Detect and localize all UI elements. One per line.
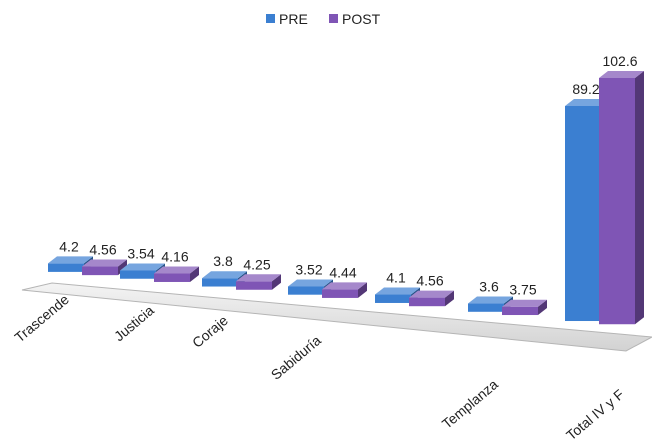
bar-post-4-top [409, 290, 454, 298]
data-label-post-3: 4.44 [329, 264, 356, 280]
bar-pre-3-top [288, 279, 333, 287]
bar-post-3-top [322, 282, 367, 290]
bar-post-0 [82, 266, 118, 276]
data-label-post-2: 4.25 [243, 256, 270, 272]
bar-post-4 [409, 297, 445, 307]
bar-post-1-side [190, 266, 199, 282]
bar-pre-1-top [120, 263, 165, 271]
data-label-post-6: 102.6 [602, 53, 637, 69]
bar-pre-5 [468, 303, 504, 312]
bars-layer [48, 71, 644, 325]
bar-pre-1 [120, 270, 156, 279]
data-label-pre-3: 3.52 [295, 261, 322, 277]
data-label-post-5: 3.75 [509, 282, 536, 298]
bar-pre-0 [48, 263, 84, 272]
data-label-post-0: 4.56 [89, 242, 116, 258]
bar-post-5 [502, 306, 538, 316]
bar-post-2-top [236, 274, 281, 282]
bar-post-3-side [358, 282, 367, 298]
bar-post-2-side [272, 274, 281, 290]
chart-floor [21, 282, 652, 352]
bar-pre-5-top [468, 296, 513, 304]
data-label-pre-2: 3.8 [213, 253, 233, 269]
category-label-2: Coraje [189, 312, 231, 351]
bar-post-5-top [502, 299, 547, 307]
bar-pre-6 [565, 106, 601, 322]
bar-post-3 [322, 289, 358, 298]
bar-post-2 [236, 281, 272, 290]
data-label-pre-0: 4.2 [59, 238, 79, 254]
legend-label-post: POST [342, 11, 381, 27]
bar-post-6-side [635, 71, 644, 325]
bar-pre-4 [375, 294, 411, 303]
category-label-1: Justicia [111, 302, 157, 344]
bar-post-0-top [82, 259, 127, 267]
bar-pre-2-top [202, 271, 247, 279]
data-label-post-4: 4.56 [416, 273, 443, 289]
bar-post-1-top [154, 266, 199, 274]
bar-pre-0-top [48, 256, 93, 264]
data-label-pre-5: 3.6 [479, 279, 499, 295]
data-label-post-1: 4.16 [161, 249, 188, 265]
bar-post-6-top [599, 71, 644, 78]
bar-pre-2 [202, 278, 238, 287]
legend: PRE POST [266, 11, 381, 27]
category-label-0: Trascende [11, 291, 72, 346]
legend-label-pre: PRE [279, 11, 308, 27]
data-label-pre-1: 3.54 [127, 246, 154, 262]
bar-post-4-side [445, 290, 454, 307]
data-label-pre-4: 4.1 [386, 270, 406, 286]
legend-swatch-post [329, 14, 338, 23]
bar-pre-6-top [565, 99, 610, 106]
data-labels-layer: 4.2 4.56 3.54 4.16 3.8 4.25 3.52 4.44 4.1 4.56 3.6… [59, 53, 637, 298]
data-label-pre-6: 89.2 [572, 81, 599, 97]
bar-post-1 [154, 273, 190, 282]
legend-swatch-pre [266, 14, 275, 23]
bar-pre-3 [288, 286, 324, 295]
bar-post-6 [599, 78, 635, 325]
category-label-5: Templanza [439, 376, 501, 432]
category-label-6: Total IV y F [563, 386, 627, 440]
category-label-3: Sabiduría [268, 332, 324, 383]
bar-pre-4-top [375, 287, 420, 295]
bar-post-5-side [538, 299, 547, 316]
